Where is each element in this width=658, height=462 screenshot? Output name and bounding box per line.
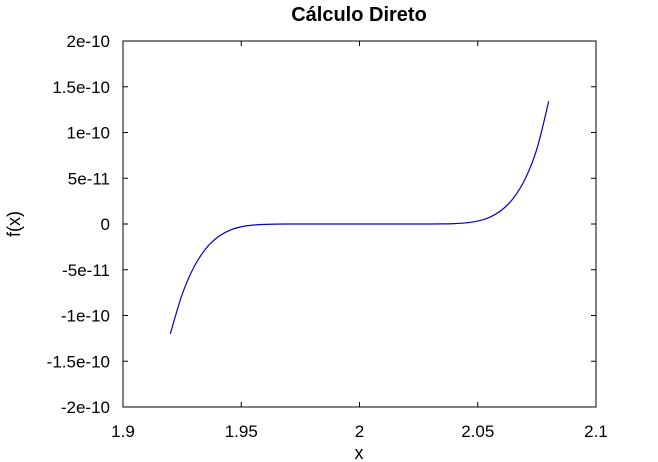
y-tick-label: 1.5e-10: [52, 78, 110, 97]
x-tick-label: 1.9: [111, 422, 135, 441]
y-tick-label: -1e-10: [61, 307, 110, 326]
x-tick-label: 2: [355, 422, 364, 441]
x-tick-label: 1.95: [225, 422, 258, 441]
y-tick-label: -5e-11: [62, 261, 110, 280]
x-tick-label: 2.05: [461, 422, 494, 441]
axis-ticks: [122, 40, 597, 408]
y-tick-label: -1.5e-10: [47, 352, 110, 371]
x-axis-label: x: [355, 443, 364, 462]
y-tick-label: 0: [101, 215, 110, 234]
series-line-0: [169, 101, 550, 334]
y-tick-label: 1e-10: [67, 124, 110, 143]
x-tick-label: 2.1: [584, 422, 608, 441]
series-group: [169, 101, 550, 334]
y-tick-label: -2e-10: [61, 398, 110, 417]
y-tick-label: 5e-11: [68, 169, 110, 188]
y-tick-labels: -2e-10 -1.5e-10 -1e-10 -5e-11 0 5e-11 1e-10 1.5…: [47, 32, 110, 417]
y-tick-label: 2e-10: [67, 32, 110, 51]
y-axis-label: f(x): [4, 211, 24, 237]
chart-title: Cálculo Direto: [291, 4, 427, 26]
x-tick-labels: 1.9 1.95 2 2.05 2.1: [111, 422, 608, 441]
